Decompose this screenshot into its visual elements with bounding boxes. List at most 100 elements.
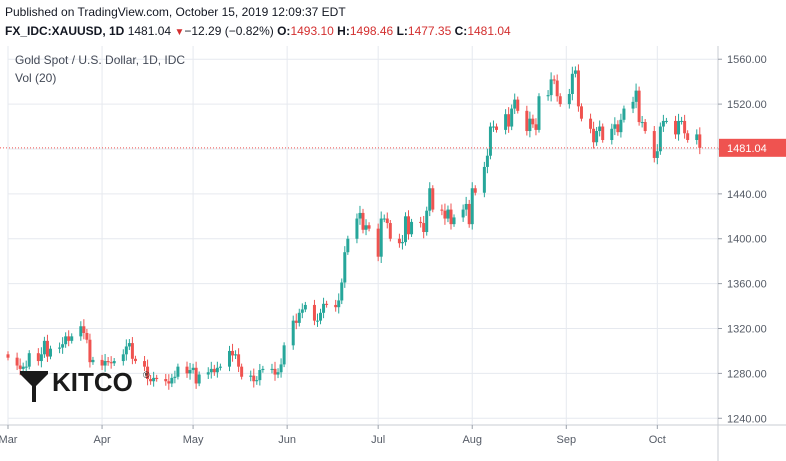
candle xyxy=(485,148,489,174)
candle xyxy=(385,212,389,229)
high-label: H: xyxy=(337,24,350,38)
candle xyxy=(130,337,134,365)
candle xyxy=(27,350,31,370)
candle xyxy=(431,185,435,213)
candle xyxy=(449,203,453,230)
candle xyxy=(619,113,623,138)
candle-body xyxy=(109,362,113,364)
y-tick-label: 1360.00 xyxy=(727,279,767,291)
candle xyxy=(452,214,456,227)
candle xyxy=(661,114,665,132)
candle xyxy=(464,196,468,216)
candle-body xyxy=(45,340,49,357)
volume-label: Vol (20) xyxy=(15,71,56,85)
candle xyxy=(677,113,681,141)
candle xyxy=(552,75,556,85)
candle xyxy=(206,367,210,379)
candle xyxy=(410,218,414,237)
candle-body xyxy=(537,96,541,130)
candle-body xyxy=(643,122,647,132)
y-tick-label: 1440.00 xyxy=(727,189,767,201)
candle xyxy=(337,293,341,314)
candle-body xyxy=(528,118,532,132)
candle-body xyxy=(61,344,65,348)
candle xyxy=(361,208,365,234)
candle-body xyxy=(658,126,662,152)
candle xyxy=(197,371,201,387)
candle xyxy=(67,330,71,347)
candle-body xyxy=(85,332,89,340)
candle xyxy=(234,350,238,360)
price-axis[interactable]: 1240.00 1280.00 1320.00 1360.00 1400.00 1440.… xyxy=(717,46,786,461)
candle-body xyxy=(686,133,690,141)
candle xyxy=(91,356,95,365)
candle-body xyxy=(273,368,277,375)
candle-body xyxy=(385,218,389,224)
candle xyxy=(100,354,104,371)
candle xyxy=(343,246,347,288)
candle-body xyxy=(570,73,574,95)
candle xyxy=(592,121,596,149)
candle xyxy=(252,368,256,388)
candle-body xyxy=(376,228,380,257)
candle xyxy=(167,374,171,390)
candle xyxy=(106,357,110,366)
candle-body xyxy=(340,282,344,301)
candle xyxy=(640,115,644,128)
candle-body xyxy=(422,223,426,233)
candle-body xyxy=(334,304,338,308)
candle-body xyxy=(683,120,687,134)
candle xyxy=(446,205,450,223)
candle-body xyxy=(470,188,474,225)
candle xyxy=(279,358,283,378)
candle xyxy=(513,93,517,114)
candle xyxy=(176,363,180,380)
candle-body xyxy=(130,343,134,359)
candle-body xyxy=(695,134,699,141)
candle-body xyxy=(294,320,298,323)
candle xyxy=(121,349,125,366)
candle-body xyxy=(27,353,31,367)
candle xyxy=(379,211,383,263)
candle xyxy=(616,120,620,136)
candle-body xyxy=(598,126,602,132)
time-axis[interactable]: Mar Apr May Jun Jul Aug Sep Oct xyxy=(0,424,786,446)
candle-body xyxy=(495,126,499,130)
candle-body xyxy=(546,95,550,97)
candle-body xyxy=(513,99,517,109)
candle-body xyxy=(552,79,556,81)
x-tick-label: Aug xyxy=(462,434,482,446)
candle xyxy=(79,321,83,341)
candle-body xyxy=(491,126,495,128)
candle xyxy=(48,345,52,360)
candle xyxy=(312,299,316,326)
candle-body xyxy=(197,374,201,384)
candle xyxy=(231,343,235,362)
candle-body xyxy=(355,218,359,239)
candle xyxy=(664,117,668,124)
candle-body xyxy=(297,312,301,323)
candle-body xyxy=(467,203,471,225)
candle-body xyxy=(379,218,383,257)
candle-body xyxy=(276,372,280,375)
x-tick-label: Jul xyxy=(371,434,385,446)
candle xyxy=(579,103,583,122)
candle xyxy=(546,90,550,101)
candle xyxy=(21,362,25,373)
candle-body xyxy=(419,221,423,224)
candle xyxy=(112,358,116,366)
candle-body xyxy=(252,375,256,382)
candle xyxy=(155,374,159,382)
candle xyxy=(300,303,304,319)
candle-body xyxy=(82,326,86,333)
candle-body xyxy=(446,209,450,219)
candle xyxy=(652,125,656,163)
candle-body xyxy=(576,70,580,107)
candle-body xyxy=(79,326,83,337)
candle-body xyxy=(358,212,362,219)
candle xyxy=(146,359,150,386)
candle-body xyxy=(652,131,656,158)
candle xyxy=(58,342,62,354)
candle xyxy=(291,315,295,350)
